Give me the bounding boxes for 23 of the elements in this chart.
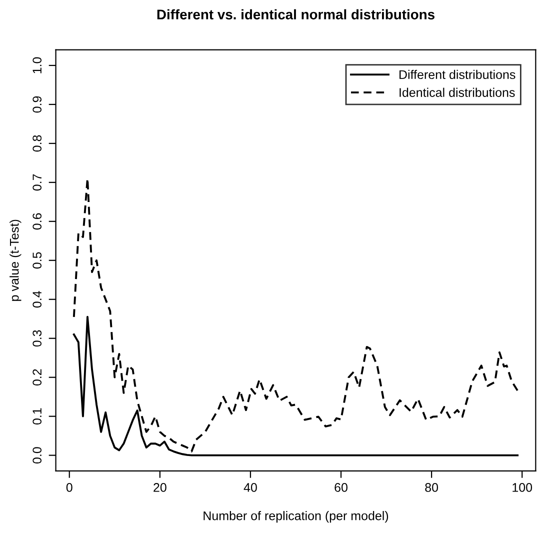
x-axis-title: Number of replication (per model) — [204, 511, 388, 523]
y-tick-label: 0.0 — [32, 447, 42, 464]
y-tick-label: 1.0 — [32, 57, 42, 74]
x-tick-label: 20 — [154, 483, 166, 492]
x-tick-label: 60 — [334, 483, 348, 492]
x-tick-label: 0 — [66, 483, 72, 492]
x-tick-label: 100 — [512, 483, 532, 492]
y-tick-label: 0.7 — [32, 174, 42, 191]
y-tick-label: 0.4 — [32, 291, 42, 308]
y-tick-label: 0.5 — [32, 252, 42, 269]
y-tick-label: 0.6 — [32, 213, 42, 230]
x-tick-label: 40 — [244, 483, 257, 492]
y-tick-label: 0.1 — [32, 408, 42, 425]
y-tick-label: 0.2 — [32, 369, 42, 386]
y-axis-title: p value (t-Test) — [10, 220, 22, 301]
x-tick-label: 80 — [425, 483, 438, 492]
chart-title: Different vs. identical normal distributions — [157, 9, 434, 20]
y-tick-label: 0.3 — [32, 330, 42, 347]
y-tick-label: 0.9 — [32, 96, 42, 113]
legend-label: Identical distributions — [400, 88, 515, 97]
y-tick-label: 0.8 — [32, 135, 42, 152]
line-series — [72, 178, 519, 452]
legend-label: Different distributions — [400, 70, 516, 80]
